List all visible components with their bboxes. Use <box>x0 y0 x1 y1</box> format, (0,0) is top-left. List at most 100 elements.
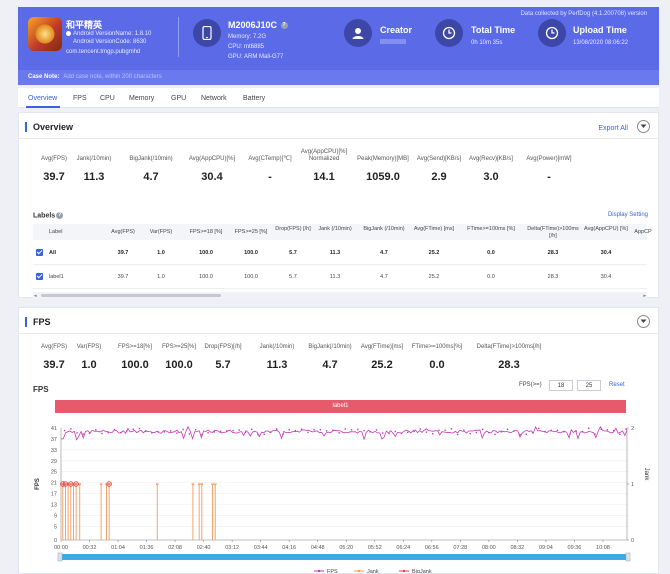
creator-value <box>380 39 406 44</box>
fps-title: FPS <box>25 317 51 327</box>
overview-collapse-button[interactable] <box>637 120 650 133</box>
fps-point <box>332 429 334 432</box>
fps-threshold-high-input[interactable]: 25 <box>577 380 601 391</box>
version-code: Android VersionCode: 8630 <box>73 39 147 45</box>
fps-point <box>413 430 415 433</box>
scrollbar-thumb[interactable] <box>41 294 221 297</box>
help-icon[interactable]: ? <box>56 212 64 219</box>
android-icon <box>66 31 71 36</box>
x-tick-label: 06:24 <box>396 545 410 551</box>
table-cell: 100.0 <box>244 274 258 280</box>
fps-point <box>425 431 428 433</box>
fps-point <box>531 432 534 434</box>
fps-point <box>219 430 222 432</box>
table-row[interactable]: All 39.7 1.0 100.0 100.0 5.7 11.3 4.7 25.2 0.0 28.… <box>33 241 647 265</box>
y-tick-label: 5 <box>54 524 57 530</box>
fps-point <box>338 432 340 434</box>
fps-point <box>263 433 265 436</box>
display-setting-link[interactable]: Display Setting <box>607 212 648 218</box>
row-checkbox[interactable] <box>36 249 43 256</box>
x-tick-label: 04:16 <box>282 545 296 551</box>
case-note-input[interactable]: Add case note, within 200 characters <box>63 74 162 80</box>
y-tick-label: 33 <box>51 448 57 454</box>
fps-point <box>575 430 577 432</box>
bigjank-marker <box>62 481 69 487</box>
range-handle-right[interactable] <box>625 552 631 562</box>
fps-point <box>431 432 434 435</box>
metric-label: BigJank(/10min) <box>129 156 173 162</box>
metric-value: 14.1 <box>313 171 335 183</box>
reset-link[interactable]: Reset <box>609 382 625 388</box>
fps-point <box>213 431 216 433</box>
labels-title: Labels? <box>33 212 64 220</box>
fps-point <box>276 428 278 430</box>
table-cell: 25.2 <box>428 274 440 280</box>
label-band[interactable]: label1 <box>55 400 626 413</box>
fps-point <box>350 429 353 431</box>
fps-collapse-button[interactable] <box>637 315 650 328</box>
fps-point <box>469 432 471 435</box>
jank-point <box>197 482 201 486</box>
column-header: FPS>=25 [%] <box>234 229 268 235</box>
case-note-label: Case Note: <box>28 74 60 80</box>
case-note-bar[interactable]: Case Note: Add case note, within 200 char… <box>18 70 659 85</box>
metric-value: 100.0 <box>165 359 193 371</box>
legend-entry: Jank <box>367 569 379 574</box>
range-handle-left[interactable] <box>57 552 63 562</box>
fps-point <box>107 431 109 434</box>
tab-memory[interactable]: Memory <box>129 95 155 102</box>
jank-point <box>155 482 159 486</box>
fps-point <box>269 431 272 433</box>
time-range-slider[interactable] <box>61 554 627 560</box>
fps-threshold-low-input[interactable]: 18 <box>549 380 573 391</box>
table-cell: 28.3 <box>547 274 559 280</box>
metric-value: - <box>547 171 551 183</box>
fps-point <box>207 432 209 434</box>
table-cell: 11.3 <box>329 250 341 256</box>
tab-battery[interactable]: Battery <box>243 95 266 102</box>
table-horizontal-scrollbar[interactable]: ◂ ▸ <box>33 292 647 299</box>
scroll-left-icon[interactable]: ◂ <box>34 293 37 299</box>
metric-value: 39.7 <box>43 171 65 183</box>
metric-value: 0.0 <box>429 359 445 371</box>
fps-point <box>282 433 284 435</box>
tab-gpu[interactable]: GPU <box>171 95 187 102</box>
tab-network[interactable]: Network <box>201 95 227 102</box>
divider <box>19 138 658 139</box>
metric-label: FTime>=100ms[%] <box>411 344 463 350</box>
tab-overview[interactable]: Overview <box>28 95 58 102</box>
fps-point <box>606 429 609 431</box>
creator-label: Creator <box>380 25 413 35</box>
x-tick-label: 02:40 <box>197 545 211 551</box>
metric-value: 4.7 <box>322 359 338 371</box>
metric-label: Var(FPS) <box>76 344 102 350</box>
table-cell: 25.2 <box>428 250 440 256</box>
fps-point <box>481 428 484 431</box>
version-name: Android VersionName: 1.8.10 <box>66 31 151 37</box>
metric-label: Avg(FPS) <box>41 156 67 162</box>
row-checkbox[interactable] <box>36 273 43 280</box>
export-all-link[interactable]: Export All <box>598 125 628 132</box>
scroll-right-icon[interactable]: ▸ <box>643 293 646 299</box>
metric-label: Peak(Memory)[MB] <box>357 156 409 162</box>
metric-label: FPS>=25[%] <box>161 344 197 350</box>
fps-chart[interactable]: 0 5 9 13 17 21 25 29 33 37 41 0 1 2 FPS Jank 00:00 00:32 0… <box>19 416 659 574</box>
y2-tick-label: 1 <box>631 482 634 488</box>
table-row[interactable]: label1 39.7 1.0 100.0 100.0 5.7 11.3 4.7 25.2 0.0… <box>33 266 647 289</box>
y-tick-label: 17 <box>51 492 57 498</box>
fps-point <box>587 427 590 430</box>
metric-label: Avg(CTemp)[℃] <box>248 156 292 162</box>
x-tick-label: 08:32 <box>510 545 524 551</box>
fps-point <box>550 429 552 432</box>
x-tick-label: 00:32 <box>83 545 97 551</box>
fps-point <box>544 430 546 433</box>
tab-fps[interactable]: FPS <box>73 95 87 102</box>
overview-title: Overview <box>25 122 73 132</box>
device-memory: Memory: 7.2G <box>228 34 267 40</box>
info-icon[interactable]: ? <box>280 22 288 30</box>
metric-value: - <box>268 171 272 183</box>
tab-cpu[interactable]: CPU <box>100 95 115 102</box>
fps-point <box>113 428 116 431</box>
table-cell: 0.0 <box>487 274 495 280</box>
column-header: Label <box>49 229 63 235</box>
